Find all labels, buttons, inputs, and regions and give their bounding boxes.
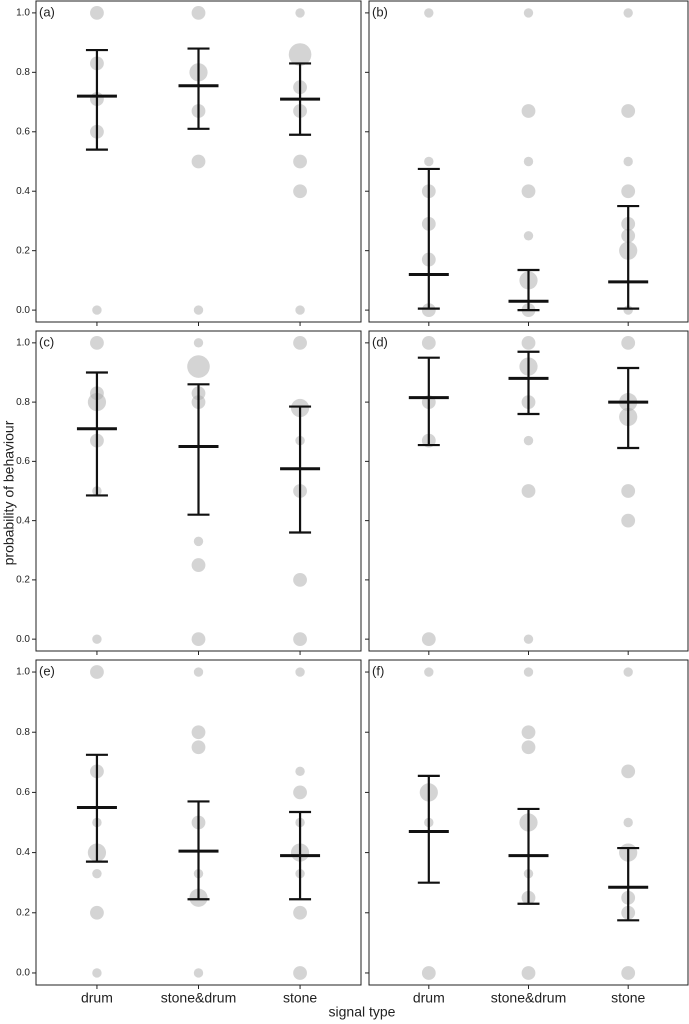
y-tick-label: 0.8 xyxy=(16,727,30,738)
data-point xyxy=(421,632,436,647)
data-point xyxy=(92,305,102,315)
panel-label: (a) xyxy=(39,4,55,19)
data-point xyxy=(623,156,633,167)
data-point xyxy=(521,104,536,118)
x-tick-label: stone xyxy=(283,990,317,1006)
data-point xyxy=(623,8,633,18)
data-point xyxy=(90,5,104,20)
y-tick-label: 1.0 xyxy=(16,667,30,678)
x-tick-label: drum xyxy=(413,990,445,1006)
y-axis-label: probability of behaviour xyxy=(1,420,17,565)
y-tick-label: 0.2 xyxy=(16,907,30,918)
data-point xyxy=(295,8,305,18)
data-point xyxy=(521,740,536,755)
data-point xyxy=(293,184,307,199)
data-point xyxy=(293,632,307,647)
data-point xyxy=(621,335,636,350)
data-point xyxy=(293,966,307,980)
y-tick-label: 0.6 xyxy=(16,456,30,467)
data-point xyxy=(191,5,206,20)
data-point xyxy=(421,966,436,980)
data-point xyxy=(92,868,102,879)
data-point xyxy=(424,156,434,167)
data-point xyxy=(293,154,307,169)
y-tick-label: 0.0 xyxy=(16,305,30,316)
panel-label: (b) xyxy=(372,4,388,19)
data-point xyxy=(521,966,536,980)
data-point xyxy=(621,513,636,528)
y-tick-label: 0.2 xyxy=(16,575,30,586)
data-point xyxy=(623,817,633,828)
data-point xyxy=(293,905,307,920)
y-tick-label: 0.8 xyxy=(16,67,30,78)
data-point xyxy=(521,335,536,350)
data-point xyxy=(90,665,104,679)
y-tick-label: 0.6 xyxy=(16,787,30,798)
y-tick-label: 0.4 xyxy=(16,847,30,858)
data-point xyxy=(187,355,210,378)
y-tick-label: 0.8 xyxy=(16,397,30,408)
data-point xyxy=(92,968,102,978)
y-tick-label: 1.0 xyxy=(16,8,30,19)
panel-label: (c) xyxy=(39,334,54,349)
data-point xyxy=(191,558,206,572)
data-point xyxy=(293,335,307,350)
data-point xyxy=(92,634,102,644)
data-point xyxy=(90,905,104,920)
data-point xyxy=(623,667,633,677)
data-point xyxy=(424,667,434,677)
data-point xyxy=(191,632,206,647)
data-point xyxy=(523,435,534,446)
data-point xyxy=(523,8,534,18)
y-tick-label: 0.0 xyxy=(16,968,30,979)
y-tick-label: 0.4 xyxy=(16,186,30,197)
y-tick-label: 0.4 xyxy=(16,515,30,526)
x-tick-label: drum xyxy=(81,990,113,1006)
data-point xyxy=(293,785,307,800)
data-point xyxy=(421,303,436,318)
data-point xyxy=(90,335,104,350)
data-point xyxy=(523,634,534,644)
panel-label: (d) xyxy=(372,334,388,349)
data-point xyxy=(521,484,536,498)
data-point xyxy=(193,305,204,315)
data-point xyxy=(288,43,312,66)
x-tick-label: stone&drum xyxy=(491,990,566,1006)
y-tick-label: 0.0 xyxy=(16,634,30,645)
data-point xyxy=(295,667,305,677)
data-point xyxy=(621,104,636,118)
x-axis-label: signal type xyxy=(329,1004,396,1020)
y-tick-label: 0.6 xyxy=(16,126,30,137)
data-point xyxy=(523,231,534,241)
data-point xyxy=(191,725,206,740)
x-tick-label: stone xyxy=(611,990,645,1006)
data-point xyxy=(521,184,536,199)
data-point xyxy=(191,740,206,755)
panel-label: (e) xyxy=(39,663,55,678)
y-tick-label: 1.0 xyxy=(16,337,30,348)
data-point xyxy=(193,667,204,677)
data-point xyxy=(193,968,204,978)
panel-label: (f) xyxy=(372,663,384,678)
data-point xyxy=(193,536,204,547)
data-point xyxy=(293,572,307,587)
data-point xyxy=(193,338,204,348)
data-point xyxy=(421,335,436,350)
data-point xyxy=(295,305,305,315)
data-point xyxy=(621,184,636,199)
data-point xyxy=(424,8,434,18)
data-point xyxy=(621,484,636,498)
y-tick-label: 0.2 xyxy=(16,245,30,256)
data-point xyxy=(523,156,534,167)
x-tick-label: stone&drum xyxy=(161,990,236,1006)
data-point xyxy=(621,966,636,980)
data-point xyxy=(521,725,536,740)
data-point xyxy=(523,667,534,677)
data-point xyxy=(191,154,206,169)
data-point xyxy=(621,764,636,779)
data-point xyxy=(295,766,305,777)
